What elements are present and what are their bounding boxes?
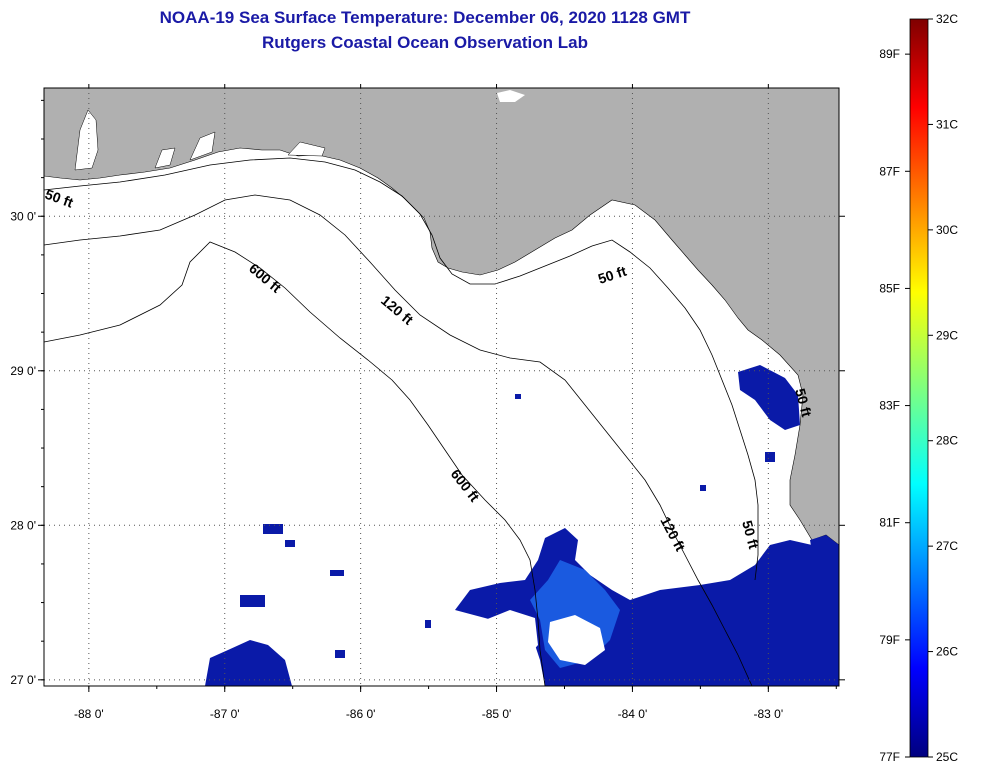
- lon-tick-label: -83 0': [754, 707, 784, 721]
- colorbar-fahrenheit-label: 77F: [879, 750, 900, 764]
- cloud-patch: [548, 615, 605, 665]
- contour-50ft-west: [44, 157, 759, 581]
- bay: [154, 147, 176, 169]
- colorbar-celsius-label: 25C: [936, 750, 958, 764]
- cloud-patch: [482, 610, 538, 665]
- lat-tick-label: 30 0': [10, 209, 36, 223]
- bay: [74, 109, 99, 171]
- colorbar-celsius-label: 27C: [936, 539, 958, 553]
- colorbar-celsius-label: 29C: [936, 328, 958, 342]
- colorbar-fahrenheit-label: 87F: [879, 164, 900, 178]
- colorbar-celsius-label: 32C: [936, 12, 958, 26]
- contour-label: 50 ft: [792, 387, 815, 419]
- bay: [287, 141, 326, 157]
- lat-tick-label: 28 0': [10, 518, 36, 532]
- contour-120ft: [44, 194, 753, 686]
- bay: [189, 131, 216, 161]
- map-frame: [43, 87, 840, 687]
- colorbar-gradient: [909, 18, 929, 758]
- map-subtitle: Rutgers Coastal Ocean Observation Lab: [262, 33, 588, 52]
- lake: [497, 90, 525, 102]
- lon-tick-label: -87 0': [210, 707, 240, 721]
- lon-tick-label: -84 0': [618, 707, 648, 721]
- map-title: NOAA-19 Sea Surface Temperature: Decembe…: [159, 8, 691, 27]
- lon-tick-label: -85 0': [482, 707, 512, 721]
- colorbar-celsius-label: 31C: [936, 117, 958, 131]
- contour-600ft: [44, 241, 546, 686]
- lon-tick-label: -86 0': [346, 707, 376, 721]
- map-axes: -88 0' -87 0' -86 0' -85 0' -84 0' -83 0' 30 0…: [10, 84, 845, 721]
- colorbar-ticks: 32C 31C 30C 29C 28C 27C 26C 25C 89F 87F 85F 83F 81F 7…: [879, 12, 958, 764]
- colorbar-celsius-label: 30C: [936, 223, 958, 237]
- colorbar-fahrenheit-label: 85F: [879, 281, 900, 295]
- contour-label: 50 ft: [739, 519, 762, 551]
- colorbar-fahrenheit-label: 83F: [879, 399, 900, 413]
- colorbar-celsius-label: 28C: [936, 434, 958, 448]
- colorbar-fahrenheit-label: 89F: [879, 47, 900, 61]
- colorbar-celsius-label: 26C: [936, 645, 958, 659]
- lon-tick-label: -88 0': [74, 707, 104, 721]
- lat-tick-label: 29 0': [10, 364, 36, 378]
- lat-tick-label: 27 0': [10, 673, 36, 687]
- colorbar-fahrenheit-label: 81F: [879, 516, 900, 530]
- colorbar-fahrenheit-label: 79F: [879, 633, 900, 647]
- land-mass: [44, 88, 839, 546]
